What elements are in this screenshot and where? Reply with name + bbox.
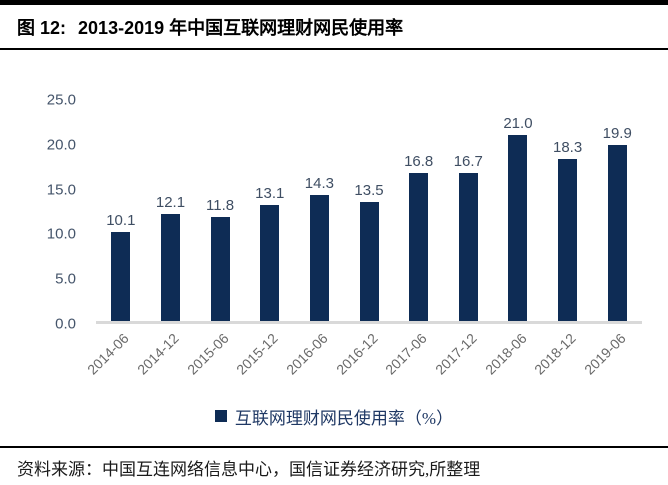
bar-slot: 21.0 2018-06 [482, 100, 543, 377]
y-tick-label: 15.0 [46, 181, 76, 199]
bar-value-label: 21.0 [503, 115, 533, 133]
plot-area: 10.1 2014-06 12.1 2014-12 11.8 2015-06 13.1 201… [84, 100, 642, 378]
legend-swatch [214, 410, 227, 422]
bar-slot: 14.3 2016-06 [283, 100, 345, 378]
bar-value-label: 19.9 [602, 125, 632, 143]
y-tick-label: 10.0 [46, 225, 76, 243]
title-divider [0, 48, 668, 50]
bar-slot: 18.3 2018-12 [531, 100, 593, 377]
bar-value-label: 12.1 [155, 194, 186, 212]
figure-title: 2013-2019 年中国互联网理财网民使用率 [78, 18, 404, 38]
y-tick-label: 20.0 [46, 136, 76, 154]
bar [260, 205, 280, 321]
bar-value-label: 16.8 [404, 152, 434, 170]
bar-value-label: 14.3 [304, 174, 334, 192]
y-axis: 0.0 5.0 10.0 15.0 20.0 25.0 [30, 92, 76, 333]
bar-slot: 10.1 2014-06 [84, 100, 146, 378]
legend-label: 互联网理财网民使用率（%） [234, 408, 454, 428]
y-tick-label: 0.0 [55, 315, 76, 333]
bar-value-label: 13.1 [255, 185, 285, 203]
bar-slot: 12.1 2014-12 [134, 100, 196, 378]
bar-slot: 13.5 2016-12 [333, 100, 394, 378]
bar [359, 201, 379, 321]
bar-slot: 11.8 2015-06 [184, 100, 245, 378]
bar-value-label: 18.3 [552, 139, 583, 157]
bar-value-label: 10.1 [106, 211, 136, 229]
bar [409, 172, 429, 321]
bar-slot: 16.7 2017-12 [432, 100, 493, 377]
y-tick-label: 5.0 [55, 270, 76, 288]
bar-slot: 16.8 2017-06 [382, 100, 444, 378]
bar [458, 173, 478, 321]
footer-divider [0, 446, 668, 448]
y-tick-label: 25.0 [46, 91, 76, 109]
bar [309, 194, 329, 321]
legend: 互联网理财网民使用率（%） [0, 402, 668, 430]
figure-label: 图 12: [17, 18, 67, 38]
figure-header: 图 12: 2013-2019 年中国互联网理财网民使用率 [0, 5, 668, 48]
top-rule [0, 0, 668, 5]
bar-slot: 13.1 2015-12 [233, 100, 295, 377]
bar [111, 231, 131, 321]
bar-value-label: 11.8 [206, 196, 235, 214]
bar-value-label: 16.7 [453, 153, 483, 171]
bar [558, 159, 578, 321]
source-text: 资料来源：中国互连网络信息中心，国信证券经济研究,所整理 [17, 460, 481, 479]
bar [160, 214, 180, 321]
bar [508, 135, 528, 321]
source-note: 资料来源：中国互连网络信息中心，国信证券经济研究,所整理 [0, 448, 668, 480]
bar [607, 145, 627, 321]
bar-slot: 19.9 2019-06 [581, 100, 642, 378]
bar [210, 216, 230, 321]
bar-value-label: 13.5 [354, 181, 384, 199]
bar-chart: 0.0 5.0 10.0 15.0 20.0 25.0 10.1 2014-06 12.1 20… [30, 92, 642, 378]
